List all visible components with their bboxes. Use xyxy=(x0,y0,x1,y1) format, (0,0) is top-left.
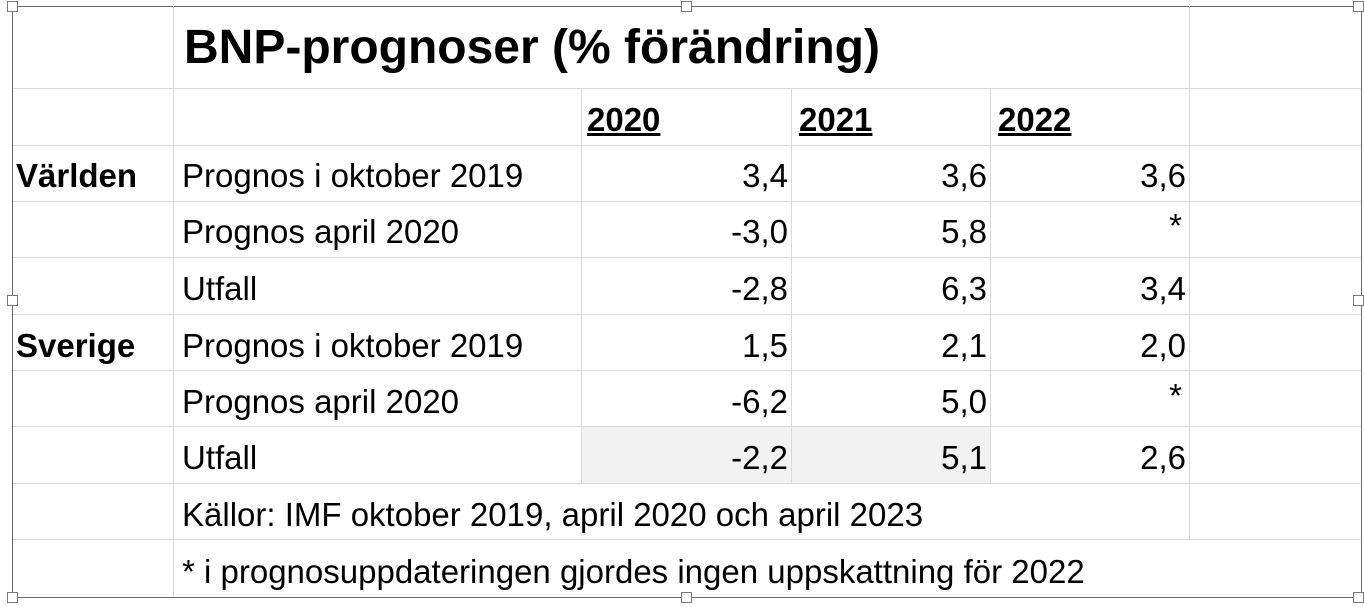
grid-line xyxy=(990,88,991,483)
grid-line xyxy=(13,88,1361,89)
value-cell: 2,1 xyxy=(941,327,987,364)
resize-handle-bottom-right[interactable] xyxy=(1353,592,1364,603)
row-label: Prognos i oktober 2019 xyxy=(182,327,524,364)
grid-line xyxy=(13,201,1361,202)
resize-handle-bottom-left[interactable] xyxy=(7,592,18,603)
row-label: Prognos april 2020 xyxy=(182,383,460,420)
resize-handle-top-center[interactable] xyxy=(681,1,692,12)
row-label: Utfall xyxy=(182,270,258,307)
resize-handle-middle-right[interactable] xyxy=(1353,295,1364,306)
value-cell: 3,6 xyxy=(941,157,987,194)
year-header-2020: 2020 xyxy=(587,101,661,138)
value-cell: 1,5 xyxy=(742,327,788,364)
value-cell: 3,4 xyxy=(742,157,788,194)
resize-handle-middle-left[interactable] xyxy=(7,295,18,306)
value-cell: -3,0 xyxy=(731,213,788,250)
value-cell: 2,0 xyxy=(1140,327,1186,364)
grid-line xyxy=(13,145,1361,146)
grid-line xyxy=(13,539,1361,540)
value-cell: 6,3 xyxy=(941,270,987,307)
grid-line xyxy=(173,6,174,597)
value-cell: 5,8 xyxy=(941,213,987,250)
grid-line xyxy=(13,314,1361,315)
grid-line xyxy=(13,426,1361,427)
grid-line xyxy=(13,483,1361,484)
year-header-2022: 2022 xyxy=(998,101,1072,138)
value-cell: 5,0 xyxy=(941,383,987,420)
region-label-varlden: Världen xyxy=(16,157,138,194)
grid-line xyxy=(13,370,1361,371)
grid-line xyxy=(13,257,1361,258)
cell-shading xyxy=(581,427,990,483)
footnote-marker: * xyxy=(1169,377,1182,414)
value-cell: 3,4 xyxy=(1140,270,1186,307)
row-label: Prognos april 2020 xyxy=(182,213,460,250)
grid-line xyxy=(581,88,582,483)
footnote-marker: * xyxy=(1169,207,1182,244)
value-cell: -2,2 xyxy=(731,439,788,476)
value-cell: -6,2 xyxy=(731,383,788,420)
resize-handle-top-left[interactable] xyxy=(7,1,18,12)
region-label-sverige: Sverige xyxy=(16,327,136,364)
row-label: Utfall xyxy=(182,439,258,476)
row-label: Prognos i oktober 2019 xyxy=(182,157,524,194)
resize-handle-top-right[interactable] xyxy=(1353,1,1364,12)
source-note: Källor: IMF oktober 2019, april 2020 och… xyxy=(182,496,924,533)
value-cell: -2,8 xyxy=(731,270,788,307)
value-cell: 5,1 xyxy=(941,439,987,476)
grid-line xyxy=(1189,6,1190,483)
value-cell: 3,6 xyxy=(1140,157,1186,194)
year-header-2021: 2021 xyxy=(799,101,873,138)
footnote: * i prognosuppdateringen gjordes ingen u… xyxy=(182,553,1085,590)
grid-line xyxy=(1189,483,1190,539)
table-title: BNP-prognoser (% förändring) xyxy=(184,21,880,74)
value-cell: 2,6 xyxy=(1140,439,1186,476)
resize-handle-bottom-center[interactable] xyxy=(681,592,692,603)
grid-line xyxy=(791,88,792,483)
